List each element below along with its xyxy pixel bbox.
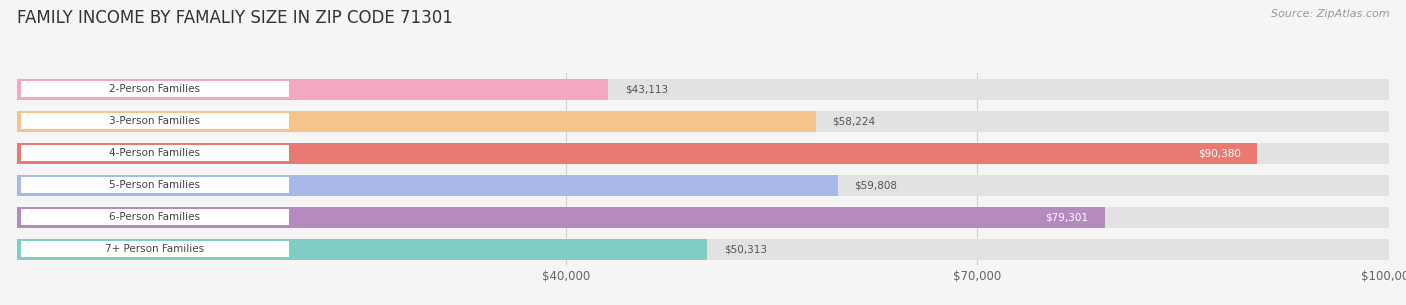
Text: 6-Person Families: 6-Person Families: [110, 212, 200, 222]
Text: Source: ZipAtlas.com: Source: ZipAtlas.com: [1271, 9, 1389, 19]
Text: $59,808: $59,808: [853, 180, 897, 190]
Bar: [17, 79, 1389, 100]
Text: 7+ Person Families: 7+ Person Families: [105, 244, 204, 254]
Bar: [17, 175, 838, 196]
Bar: [17, 239, 707, 260]
Bar: [21, 209, 288, 225]
Text: 4-Person Families: 4-Person Families: [110, 148, 200, 158]
Bar: [17, 143, 1257, 164]
Bar: [21, 145, 288, 161]
Bar: [17, 175, 1389, 196]
Bar: [17, 207, 1389, 228]
Text: $43,113: $43,113: [624, 84, 668, 94]
Text: $90,380: $90,380: [1198, 148, 1240, 158]
Bar: [21, 113, 288, 129]
Bar: [17, 79, 609, 100]
Bar: [17, 143, 1389, 164]
Bar: [21, 241, 288, 257]
Text: 5-Person Families: 5-Person Families: [110, 180, 200, 190]
Text: $79,301: $79,301: [1046, 212, 1088, 222]
Text: 3-Person Families: 3-Person Families: [110, 116, 200, 126]
Text: FAMILY INCOME BY FAMALIY SIZE IN ZIP CODE 71301: FAMILY INCOME BY FAMALIY SIZE IN ZIP COD…: [17, 9, 453, 27]
Bar: [17, 207, 1105, 228]
Bar: [17, 111, 815, 132]
Text: 2-Person Families: 2-Person Families: [110, 84, 200, 94]
Text: $50,313: $50,313: [724, 244, 766, 254]
Bar: [21, 177, 288, 193]
Text: $58,224: $58,224: [832, 116, 876, 126]
Bar: [17, 239, 1389, 260]
Bar: [17, 111, 1389, 132]
Bar: [21, 81, 288, 97]
